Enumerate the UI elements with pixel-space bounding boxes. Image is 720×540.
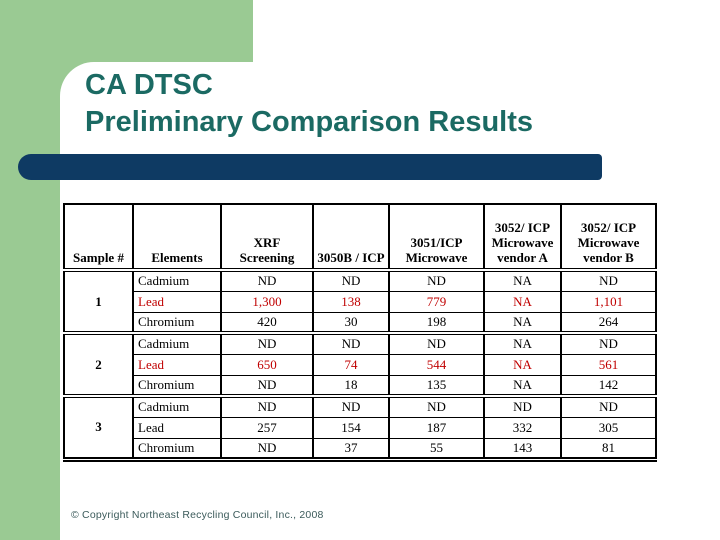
col-header-sample: Sample # xyxy=(63,203,134,272)
col-header-3050b: 3050B / ICP xyxy=(312,203,390,272)
col-header-elements: Elements xyxy=(132,203,222,272)
col-header-3052a: 3052/ ICP Microwave vendor A xyxy=(483,203,562,272)
value-cell: ND xyxy=(220,374,314,397)
element-cell: Chromium xyxy=(132,311,222,334)
value-cell: 142 xyxy=(560,374,657,397)
value-cell: 138 xyxy=(312,290,390,313)
value-cell: ND xyxy=(560,269,657,292)
table-row: Lead 650 74 544 NA 561 xyxy=(64,353,657,376)
element-cell: Lead xyxy=(132,416,222,439)
sample-number: 3 xyxy=(63,394,134,460)
value-cell: 37 xyxy=(312,437,390,460)
value-cell: 154 xyxy=(312,416,390,439)
value-cell: NA xyxy=(483,290,562,313)
table-header-row: Sample # Elements XRF Screening 3050B / … xyxy=(63,203,657,272)
value-cell: 143 xyxy=(483,437,562,460)
table-row: Lead 1,300 138 779 NA 1,101 xyxy=(64,290,657,313)
element-cell: Cadmium xyxy=(132,394,222,418)
table-row: Chromium ND 37 55 143 81 xyxy=(64,437,657,460)
element-cell: Chromium xyxy=(132,374,222,397)
table-row: 2 Cadmium ND ND ND NA ND xyxy=(63,331,657,397)
value-cell: 257 xyxy=(220,416,314,439)
table-row: Chromium 420 30 198 NA 264 xyxy=(64,311,657,334)
value-cell: 81 xyxy=(560,437,657,460)
element-cell: Cadmium xyxy=(132,269,222,292)
value-cell: 779 xyxy=(388,290,485,313)
element-cell: Lead xyxy=(132,353,222,376)
value-cell: 1,101 xyxy=(560,290,657,313)
table-row: 1 Cadmium ND ND ND NA ND xyxy=(63,269,657,334)
value-cell: 74 xyxy=(312,353,390,376)
value-cell: 187 xyxy=(388,416,485,439)
value-cell: ND xyxy=(560,331,657,355)
table-row: 3 Cadmium ND ND ND ND ND xyxy=(63,394,657,460)
col-header-xrf: XRF Screening xyxy=(220,203,314,272)
value-cell: ND xyxy=(483,394,562,418)
value-cell: ND xyxy=(220,437,314,460)
value-cell: 198 xyxy=(388,311,485,334)
title-line-2: Preliminary Comparison Results xyxy=(85,106,534,138)
value-cell: 332 xyxy=(483,416,562,439)
value-cell: 650 xyxy=(220,353,314,376)
value-cell: NA xyxy=(483,353,562,376)
value-cell: 55 xyxy=(388,437,485,460)
element-cell: Chromium xyxy=(132,437,222,460)
value-cell: 135 xyxy=(388,374,485,397)
value-cell: NA xyxy=(483,374,562,397)
value-cell: 544 xyxy=(388,353,485,376)
value-cell: ND xyxy=(560,394,657,418)
value-cell: ND xyxy=(312,394,390,418)
value-cell: NA xyxy=(483,331,562,355)
sample-number: 1 xyxy=(63,269,134,334)
value-cell: ND xyxy=(220,331,314,355)
value-cell: ND xyxy=(312,331,390,355)
value-cell: ND xyxy=(220,269,314,292)
value-cell: 420 xyxy=(220,311,314,334)
value-cell: ND xyxy=(388,394,485,418)
title-underline-bar xyxy=(18,154,602,180)
element-cell: Lead xyxy=(132,290,222,313)
value-cell: 305 xyxy=(560,416,657,439)
table-row: Chromium ND 18 135 NA 142 xyxy=(64,374,657,397)
col-header-3052b: 3052/ ICP Microwave vendor B xyxy=(560,203,657,272)
table-row: Lead 257 154 187 332 305 xyxy=(64,416,657,439)
value-cell: 18 xyxy=(312,374,390,397)
sample-number: 2 xyxy=(63,331,134,397)
value-cell: 1,300 xyxy=(220,290,314,313)
value-cell: ND xyxy=(388,269,485,292)
copyright-text: © Copyright Northeast Recycling Council,… xyxy=(71,509,324,521)
col-header-3051: 3051/ICP Microwave xyxy=(388,203,485,272)
value-cell: NA xyxy=(483,269,562,292)
value-cell: 30 xyxy=(312,311,390,334)
value-cell: ND xyxy=(220,394,314,418)
comparison-table: Sample # Elements XRF Screening 3050B / … xyxy=(63,203,657,462)
value-cell: ND xyxy=(312,269,390,292)
value-cell: 264 xyxy=(560,311,657,334)
value-cell: ND xyxy=(388,331,485,355)
title-line-1: CA DTSC xyxy=(85,69,213,101)
value-cell: NA xyxy=(483,311,562,334)
value-cell: 561 xyxy=(560,353,657,376)
slide-title: CA DTSC Preliminary Comparison Results xyxy=(85,67,533,141)
element-cell: Cadmium xyxy=(132,331,222,355)
